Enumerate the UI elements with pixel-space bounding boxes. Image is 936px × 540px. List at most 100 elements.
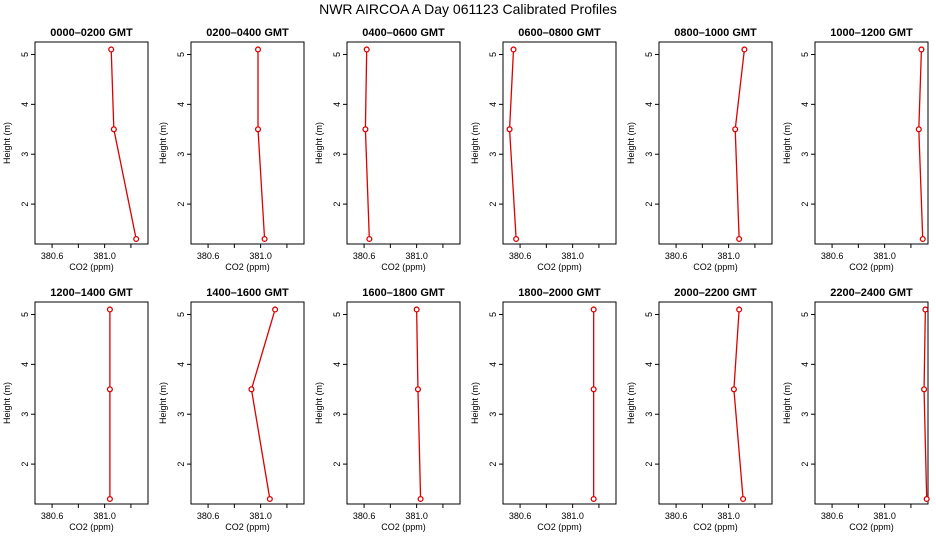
data-point (133, 235, 140, 243)
panel-6: 1000–1200 GMT 380.6 381.0 2 3 4 5 CO2 (ppm) Heig… (782, 27, 929, 272)
data-point (366, 235, 373, 243)
panel-2: 0200–0400 GMT 380.6 381.0 2 3 4 5 CO2 (ppm) Heig… (158, 27, 305, 272)
plot-frame (190, 301, 305, 505)
plot-frame (34, 41, 149, 245)
profile-line (257, 49, 266, 240)
data-point (736, 306, 743, 313)
profile-line (923, 309, 928, 500)
data-point (110, 126, 117, 133)
x-tick-label: 380.6 (665, 511, 688, 521)
panel-title: 0400–0600 GMT (362, 27, 445, 39)
y-tick-label: 5 (20, 312, 30, 317)
y-tick-label: 2 (20, 462, 30, 467)
profile-line (733, 309, 744, 500)
panel-title: 0200–0400 GMT (206, 27, 289, 39)
panel-4: 0600–0800 GMT 380.6 381.0 2 3 4 5 CO2 (ppm) Heig… (470, 27, 617, 272)
panel-11: 2000–2200 GMT 380.6 381.0 2 3 4 5 CO2 (ppm) Heig… (626, 287, 773, 532)
y-axis-label: Height (m) (782, 122, 792, 164)
data-point (921, 386, 928, 393)
data-point (413, 306, 420, 313)
y-axis-label: Height (m) (470, 382, 480, 424)
plot-frame (658, 301, 773, 505)
y-axis-label: Height (m) (2, 382, 12, 424)
x-tick-label: 380.6 (353, 251, 376, 261)
panel-title: 2000–2200 GMT (674, 287, 757, 299)
y-tick-label: 4 (488, 362, 498, 367)
y-tick-label: 3 (176, 412, 186, 417)
data-point (590, 386, 597, 393)
y-tick-label: 4 (20, 102, 30, 107)
data-point (363, 46, 370, 53)
x-tick-label: 381.0 (717, 511, 740, 521)
data-point (417, 495, 424, 503)
panel-7: 1200–1400 GMT 380.6 381.0 2 3 4 5 CO2 (ppm) Heig… (2, 287, 149, 532)
y-tick-label: 4 (176, 102, 186, 107)
y-tick-label: 5 (176, 312, 186, 317)
y-axis-label: Height (m) (782, 382, 792, 424)
y-axis-label: Height (m) (626, 382, 636, 424)
plot-frame (658, 41, 773, 245)
plot-frame (502, 41, 617, 245)
x-tick-label: 381.0 (561, 251, 584, 261)
y-tick-label: 5 (488, 312, 498, 317)
y-tick-label: 4 (800, 102, 810, 107)
y-axis-label: Height (m) (158, 382, 168, 424)
profile-line (250, 309, 276, 500)
y-axis-label: Height (m) (158, 122, 168, 164)
data-point (732, 126, 739, 133)
data-point (261, 235, 268, 243)
panel-5: 0800–1000 GMT 380.6 381.0 2 3 4 5 CO2 (ppm) Heig… (626, 27, 773, 272)
y-tick-label: 5 (20, 52, 30, 57)
panel-title: 1200–1400 GMT (50, 287, 133, 299)
y-tick-label: 2 (488, 462, 498, 467)
data-point (266, 495, 273, 503)
plot-frame (34, 301, 149, 505)
panel-title: 1000–1200 GMT (830, 27, 913, 39)
y-tick-label: 4 (332, 362, 342, 367)
x-tick-label: 380.6 (197, 511, 220, 521)
data-point (919, 235, 926, 243)
x-tick-label: 380.6 (353, 511, 376, 521)
panel-title: 1400–1600 GMT (206, 287, 289, 299)
x-axis-label: CO2 (ppm) (69, 262, 114, 272)
data-point (510, 46, 517, 53)
x-tick-label: 381.0 (405, 251, 428, 261)
profile-line (415, 309, 422, 500)
y-tick-label: 5 (332, 312, 342, 317)
data-point (106, 386, 113, 393)
panel-title: 0800–1000 GMT (674, 27, 757, 39)
x-tick-label: 381.0 (249, 251, 272, 261)
data-point (506, 126, 513, 133)
plot-frame (502, 301, 617, 505)
data-point (590, 306, 597, 313)
data-point (736, 235, 743, 243)
x-axis-label: CO2 (ppm) (693, 262, 738, 272)
y-tick-label: 5 (800, 312, 810, 317)
data-point (740, 495, 747, 503)
data-point (922, 306, 929, 313)
y-axis-label: Height (m) (2, 122, 12, 164)
x-tick-label: 381.0 (873, 511, 896, 521)
data-point (513, 235, 520, 243)
panel-8: 1400–1600 GMT 380.6 381.0 2 3 4 5 CO2 (ppm) Heig… (158, 287, 305, 532)
x-axis-label: CO2 (ppm) (225, 262, 270, 272)
y-tick-label: 3 (20, 152, 30, 157)
y-tick-label: 5 (332, 52, 342, 57)
x-tick-label: 380.6 (509, 511, 532, 521)
profile-line (918, 49, 924, 240)
x-tick-label: 380.6 (821, 511, 844, 521)
profile-line (508, 49, 517, 240)
y-tick-label: 2 (176, 202, 186, 207)
y-axis-label: Height (m) (314, 382, 324, 424)
panel-title: 2200–2400 GMT (830, 287, 913, 299)
y-tick-label: 4 (332, 102, 342, 107)
data-point (108, 46, 115, 53)
plot-frame (190, 41, 305, 245)
panel-title: 1600–1800 GMT (362, 287, 445, 299)
data-point (741, 46, 748, 53)
y-tick-label: 3 (644, 412, 654, 417)
x-tick-label: 381.0 (249, 511, 272, 521)
y-tick-label: 2 (488, 202, 498, 207)
data-point (254, 126, 262, 133)
